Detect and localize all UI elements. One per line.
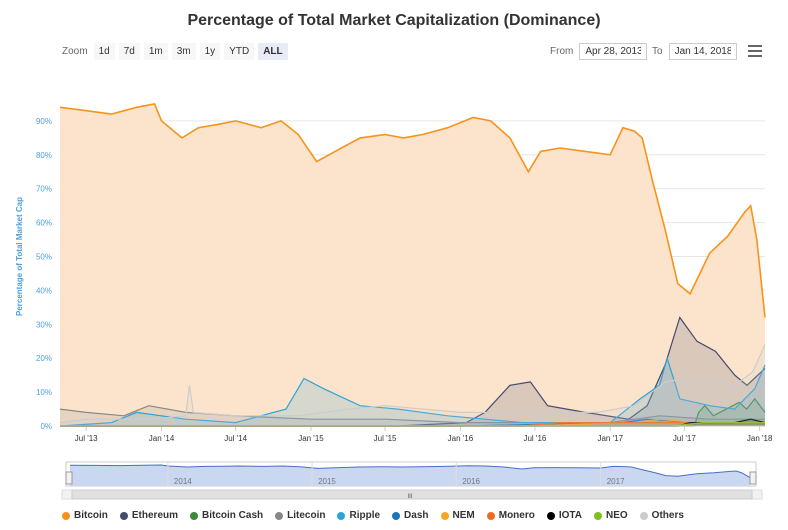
series-area-others (60, 344, 765, 426)
legend-label: Others (651, 510, 684, 521)
y-tick-label: 70% (36, 185, 52, 194)
legend-label: Dash (404, 510, 429, 521)
legend-item-nem[interactable]: NEM (440, 510, 475, 521)
legend-label: NEM (452, 510, 475, 521)
x-tick-label: Jul '16 (523, 434, 546, 443)
legend: Bitcoin Ethereum Bitcoin Cash Litecoin Rippl… (62, 510, 684, 521)
y-tick-label: 50% (36, 253, 52, 262)
series-area-litecoin (60, 405, 765, 426)
x-tick-label: Jan '16 (448, 434, 474, 443)
range-to-label: To (652, 46, 663, 57)
legend-dot (486, 511, 495, 520)
zoom-button-3m[interactable]: 3m (171, 43, 196, 60)
legend-dot (639, 511, 648, 520)
legend-dot (275, 511, 284, 520)
y-tick-label: 10% (36, 388, 52, 397)
series-line-bitcoin (59, 102, 766, 318)
legend-dot (62, 511, 70, 520)
range-from-input[interactable] (579, 43, 648, 60)
navigator-label: 2014 (174, 477, 192, 486)
legend-item-bitcoin[interactable]: Bitcoin (62, 510, 108, 521)
y-tick-label: 60% (36, 219, 52, 228)
series-line-ethereum (60, 316, 766, 427)
zoom-button-1y[interactable]: 1y (199, 43, 221, 60)
series-line-bitcoin-cash (60, 397, 766, 427)
y-tick-label: 40% (36, 286, 52, 295)
series-area-bitcoin (60, 103, 765, 427)
chart-title: Percentage of Total Market Capitalizatio… (187, 12, 601, 29)
y-tick-label: 30% (36, 320, 52, 329)
legend-label: NEO (606, 510, 628, 521)
navigator-label: 2016 (462, 477, 480, 486)
y-tick-label: 20% (36, 354, 52, 363)
y-tick-label: 80% (36, 151, 52, 160)
y-tick-label: 90% (36, 117, 52, 126)
y-axis-label: Percentage of Total Market Cap (15, 197, 24, 316)
legend-label: Bitcoin Cash (202, 510, 264, 521)
legend-label: Bitcoin (74, 510, 108, 521)
x-tick-label: Jan '14 (149, 434, 175, 443)
series-area-monero (60, 422, 765, 426)
zoom-button-7d[interactable]: 7d (118, 43, 140, 60)
range-from: From (550, 43, 648, 60)
series-line-ripple (59, 356, 766, 427)
navigator-handle-right (749, 471, 757, 485)
legend-label: Ethereum (131, 510, 179, 521)
navigator-area (70, 465, 750, 486)
x-tick-label: Jan '17 (597, 434, 623, 443)
zoom-button-all[interactable]: ALL (258, 43, 288, 60)
x-tick-label: Jan '15 (298, 434, 324, 443)
legend-label: Ripple (349, 510, 381, 521)
legend-dot (337, 511, 346, 520)
y-tick-label: 0% (40, 422, 52, 431)
chart-svg: 0% 10% 20% 30% 40% 50% 60% 70% 80% 90% Jul '13 Jan … (15, 102, 773, 500)
hamburger-menu-icon[interactable] (748, 45, 762, 57)
legend-item-ethereum[interactable]: Ethereum (119, 510, 179, 521)
x-tick-label: Jul '13 (75, 434, 98, 443)
range-from-label: From (550, 46, 574, 57)
legend-item-neo[interactable]: NEO (594, 510, 628, 521)
legend-label: Litecoin (287, 510, 326, 521)
x-tick-label: Jul '15 (374, 434, 397, 443)
legend-item-iota[interactable]: IOTA (546, 510, 582, 521)
zoom-button-1d[interactable]: 1d (93, 43, 115, 60)
legend-dot (119, 511, 128, 520)
series-area-iota (60, 419, 765, 426)
scrollbar-grip: III (407, 494, 412, 500)
navigator-label: 2017 (607, 477, 625, 486)
legend-dot (594, 511, 602, 520)
legend-item-bitcoin-cash[interactable]: Bitcoin Cash (190, 510, 263, 521)
legend-item-dash[interactable]: Dash (392, 510, 429, 521)
legend-label: IOTA (558, 510, 582, 521)
legend-item-litecoin[interactable]: Litecoin (275, 510, 325, 521)
zoom-label: Zoom (62, 46, 88, 57)
range-to: To (652, 43, 737, 60)
legend-dot (392, 511, 401, 520)
legend-item-monero[interactable]: Monero (486, 510, 535, 521)
navigator-line (69, 464, 751, 479)
x-tick-label: Jul '17 (673, 434, 696, 443)
navigator-label: 2015 (318, 477, 336, 486)
legend-item-others[interactable]: Others (639, 510, 684, 521)
legend-dot (440, 511, 449, 520)
navigator-handle-left (65, 471, 73, 485)
legend-item-ripple[interactable]: Ripple (337, 510, 380, 521)
series-line-litecoin (59, 405, 765, 424)
zoom-button-1m[interactable]: 1m (143, 43, 168, 60)
legend-dot (190, 511, 199, 520)
range-to-input[interactable] (668, 43, 737, 60)
scrollbar-thumb (71, 489, 753, 500)
series-area-ethereum (60, 317, 765, 426)
x-tick-label: Jan '18 (747, 434, 773, 443)
legend-label: Monero (498, 510, 535, 521)
series-line-others (59, 344, 766, 424)
legend-dot (546, 511, 555, 520)
zoom-bar: Zoom 1d 7d 1m 3m 1y YTD ALL (62, 43, 288, 60)
x-tick-label: Jul '14 (224, 434, 247, 443)
zoom-button-ytd[interactable]: YTD (224, 43, 255, 60)
